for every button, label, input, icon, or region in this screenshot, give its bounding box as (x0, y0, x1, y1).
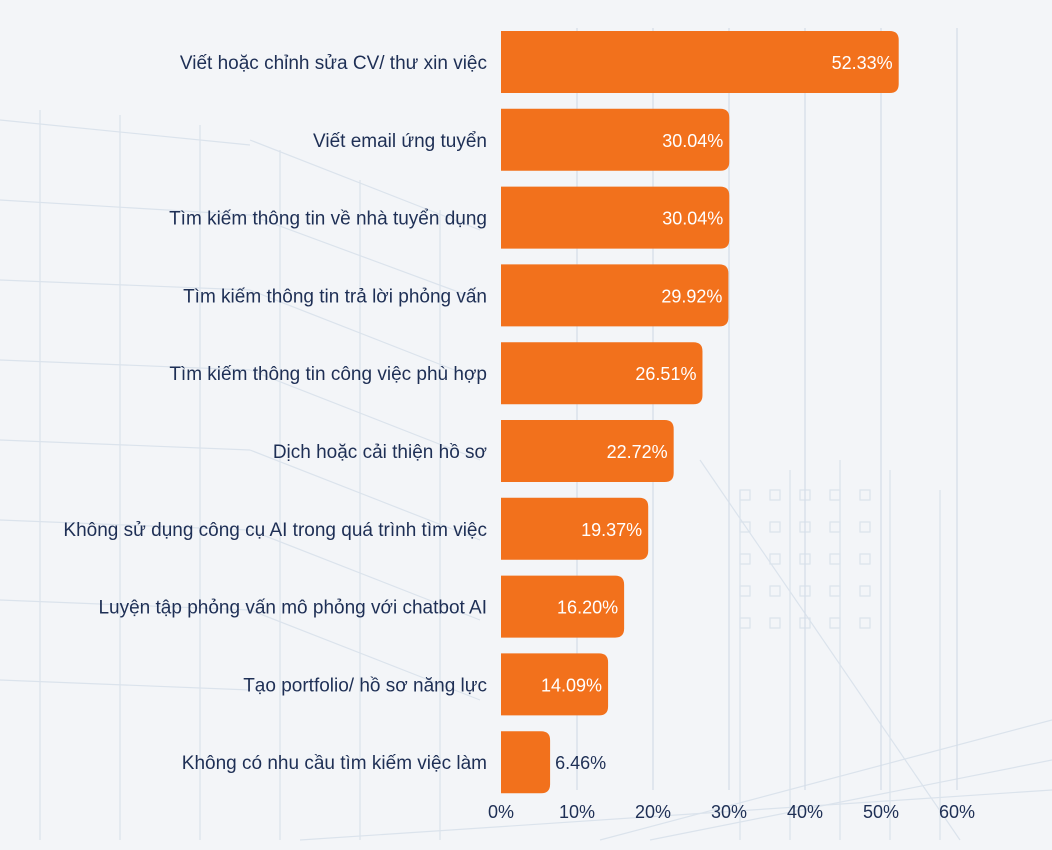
bg-sketch-window (739, 489, 751, 501)
bar (501, 31, 899, 93)
category-label: Tạo portfolio/ hồ sơ năng lực (243, 675, 487, 696)
bg-sketch-line (0, 279, 251, 291)
category-label: Viết email ứng tuyển (313, 131, 487, 152)
x-tick-label: 50% (863, 802, 899, 822)
bg-sketch-line (599, 719, 1052, 841)
bar (501, 575, 625, 638)
x-tick-label: 30% (711, 802, 747, 822)
bg-sketch-line (249, 139, 481, 231)
value-label: 22.72% (607, 442, 668, 462)
category-label: Tìm kiếm thông tin trả lời phỏng vấn (183, 286, 487, 307)
bg-sketch-window (769, 521, 781, 533)
bg-sketch-line (249, 449, 481, 541)
background-sketch (0, 110, 1052, 841)
bg-sketch-line (249, 609, 481, 701)
bg-sketch-window (829, 521, 841, 533)
bg-sketch-window (769, 585, 781, 597)
bar (501, 653, 609, 716)
x-tick-label: 10% (559, 802, 595, 822)
bg-sketch-window (859, 489, 871, 501)
bg-sketch-window (739, 617, 751, 629)
category-label: Tìm kiếm thông tin công việc phù hợp (169, 364, 487, 385)
category-label: Luyện tập phỏng vấn mô phỏng với chatbot… (98, 598, 487, 619)
bg-sketch-line (0, 679, 251, 691)
bg-sketch-window (769, 489, 781, 501)
x-tick-label: 20% (635, 802, 671, 822)
category-label: Tìm kiếm thông tin về nhà tuyển dụng (169, 209, 487, 230)
value-label: 6.46% (555, 753, 606, 773)
bar (501, 264, 729, 327)
category-label: Không có nhu cầu tìm kiếm việc làm (182, 753, 487, 774)
bars (501, 31, 899, 794)
bg-sketch-window (769, 617, 781, 629)
bg-sketch-line (699, 459, 961, 841)
bg-sketch-line (0, 359, 251, 371)
value-label: 52.33% (832, 53, 893, 73)
bar (501, 420, 674, 482)
category-label: Viết hoặc chỉnh sửa CV/ thư xin việc (180, 53, 487, 74)
bg-sketch-line (0, 199, 251, 216)
bg-sketch-window (739, 585, 751, 597)
bg-sketch-line (649, 759, 1052, 841)
x-tick-label: 0% (488, 802, 514, 822)
x-tick-label: 40% (787, 802, 823, 822)
bg-sketch-window (739, 521, 751, 533)
bar (501, 497, 649, 560)
x-axis-ticks: 0% 10% 20% 30% 40% 50% 60% (488, 802, 975, 822)
value-label: 19.37% (581, 520, 642, 540)
value-label: 26.51% (635, 364, 696, 384)
bg-sketch-window (829, 585, 841, 597)
category-labels: Viết hoặc chỉnh sửa CV/ thư xin việc Viết… (63, 53, 487, 774)
category-label: Dịch hoặc cải thiện hồ sơ (273, 442, 487, 463)
bg-sketch-line (249, 214, 481, 301)
bg-sketch-line (0, 519, 251, 531)
bar (501, 342, 703, 405)
bg-sketch-window (829, 489, 841, 501)
bar (501, 731, 551, 794)
bg-sketch-window (769, 553, 781, 565)
bg-sketch-line (299, 789, 1052, 841)
value-label: 29.92% (661, 286, 722, 306)
value-label: 16.20% (557, 598, 618, 618)
bg-sketch-line (0, 439, 251, 451)
bg-sketch-line (249, 529, 481, 621)
bg-sketch-window (859, 553, 871, 565)
value-label: 14.09% (541, 675, 602, 695)
bg-sketch-window (859, 585, 871, 597)
bar (501, 186, 730, 249)
bar (501, 108, 730, 171)
bg-sketch-line (249, 369, 481, 461)
bg-sketch-line (249, 289, 481, 381)
bg-sketch-window (859, 617, 871, 629)
bg-sketch-window (829, 617, 841, 629)
bg-sketch-window (859, 521, 871, 533)
value-labels: 52.33% 30.04% 30.04% 29.92% 26.51% 22.72% 19.3… (541, 53, 893, 773)
bg-sketch-window (829, 553, 841, 565)
value-label: 30.04% (662, 209, 723, 229)
value-label: 30.04% (662, 131, 723, 151)
x-tick-label: 60% (939, 802, 975, 822)
bg-sketch-window (739, 553, 751, 565)
bg-sketch-line (0, 599, 251, 611)
category-label: Không sử dụng công cụ AI trong quá trình… (63, 520, 487, 541)
bg-sketch-line (0, 119, 251, 146)
